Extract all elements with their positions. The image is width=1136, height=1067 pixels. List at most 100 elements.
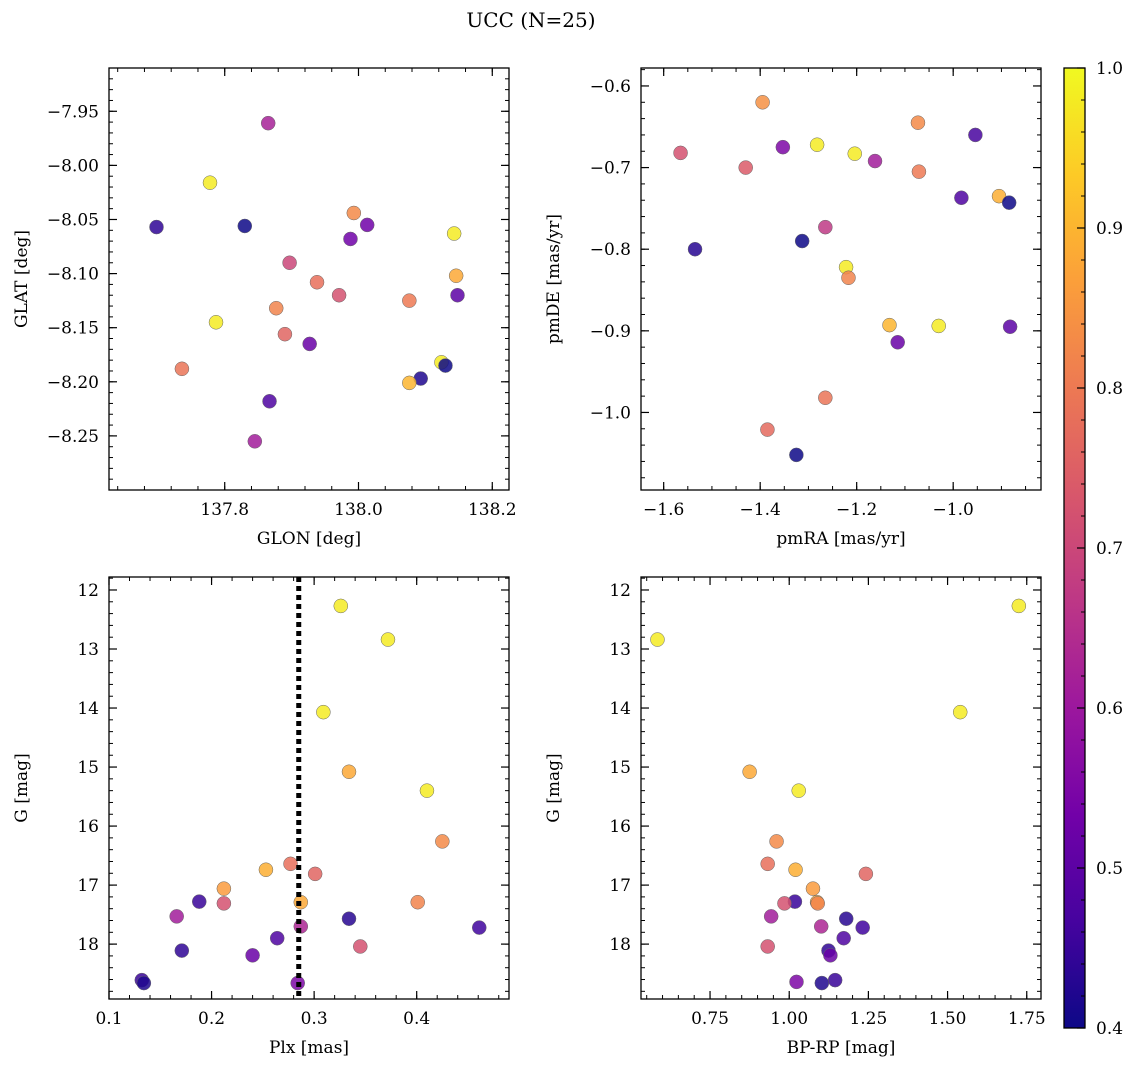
y-tick-label: 13: [77, 640, 99, 660]
y-tick-label: 14: [77, 699, 99, 719]
y-tick-label: 14: [609, 699, 631, 719]
data-point: [202, 175, 218, 190]
panel-p1: 137.8 138.0 138.2 −7.95 −8.00 −8.05 −8.10 −8.15…: [12, 67, 517, 549]
data-point: [841, 270, 856, 286]
axes-frame: [108, 67, 510, 491]
y-tick-label: 17: [77, 876, 99, 896]
x-axis-label: GLON [deg]: [257, 529, 361, 549]
data-point: [910, 115, 926, 130]
data-point: [777, 896, 792, 911]
panel-p4: 0.75 1.00 1.25 1.50 1.75 12 13 14 15 16 17 18 BP-RP …: [544, 576, 1046, 1058]
axes-frame: [640, 576, 1042, 1000]
y-tick-label: −8.20: [47, 373, 99, 393]
x-axis-label: BP-RP [mag]: [787, 1038, 896, 1058]
data-point: [818, 390, 833, 406]
data-point: [814, 975, 830, 991]
data-point: [268, 300, 284, 316]
data-point: [968, 127, 983, 143]
data-point: [302, 336, 317, 352]
scatter-points: [650, 598, 1027, 991]
x-tick-label: 0.3: [301, 1009, 328, 1029]
y-tick-label: −8.15: [47, 319, 99, 339]
y-tick-label: −8.00: [47, 156, 99, 176]
y-tick-label: 12: [609, 581, 631, 601]
data-point: [402, 375, 417, 391]
y-tick-label: −0.8: [590, 240, 631, 260]
data-point: [283, 856, 298, 872]
scatter-points: [134, 598, 487, 991]
colorbar-tick-label: 0.7: [1096, 539, 1123, 559]
data-point: [818, 219, 833, 235]
data-point: [1001, 195, 1017, 210]
data-point: [760, 939, 775, 954]
y-axis-label: GLAT [deg]: [12, 230, 32, 328]
x-tick-label: 1.00: [770, 1009, 808, 1029]
data-point: [174, 361, 190, 377]
data-point: [789, 974, 804, 990]
y-tick-label: −7.95: [47, 102, 99, 122]
y-tick-label: 15: [77, 758, 99, 778]
axes-frame: [108, 576, 510, 1000]
y-tick-label: 13: [609, 640, 631, 660]
y-tick-label: 17: [609, 876, 631, 896]
x-tick-label: 0.4: [403, 1009, 430, 1029]
data-point: [262, 394, 277, 409]
data-point: [954, 190, 969, 206]
data-point: [794, 233, 810, 249]
colorbar-tick-label: 0.8: [1096, 379, 1123, 399]
data-point: [1002, 319, 1018, 335]
data-point: [760, 856, 775, 872]
data-point: [813, 919, 829, 934]
colorbar-tick-label: 0.9: [1096, 219, 1123, 239]
data-point: [216, 896, 232, 911]
x-tick-label: 0.2: [198, 1009, 225, 1029]
data-point: [755, 95, 770, 110]
x-axis-label: Plx [mas]: [269, 1038, 349, 1058]
data-point: [763, 909, 779, 924]
y-tick-label: −1.0: [590, 403, 631, 423]
data-point: [353, 939, 368, 954]
figure-title: UCC (N=25): [466, 8, 595, 32]
panel-p2: −1.6 −1.4 −1.2 −1.0 −0.6 −0.7 −0.8 −0.9 −1.0 pmRA…: [544, 67, 1042, 549]
data-point: [836, 930, 851, 946]
y-tick-label: −8.10: [47, 265, 99, 285]
y-axis-label: G [mag]: [12, 753, 32, 822]
scatter-points: [673, 95, 1018, 463]
y-tick-label: 16: [609, 817, 631, 837]
data-point: [952, 704, 968, 720]
data-point: [343, 231, 358, 247]
y-tick-label: −0.7: [590, 159, 631, 179]
data-point: [791, 783, 806, 798]
data-point: [847, 146, 863, 161]
data-point: [742, 764, 757, 780]
colorbar-tick-label: 0.4: [1096, 1019, 1123, 1039]
data-point: [333, 598, 349, 614]
data-point: [472, 920, 487, 935]
data-point: [760, 422, 775, 437]
data-point: [136, 975, 152, 991]
data-point: [810, 896, 825, 911]
x-tick-label: −1.4: [740, 500, 781, 520]
colorbar-tick-label: 1.0: [1096, 59, 1123, 79]
data-point: [169, 909, 184, 924]
colorbar-tick-label: 0.5: [1096, 859, 1123, 879]
data-point: [435, 834, 450, 849]
data-point: [890, 335, 905, 350]
y-tick-label: 18: [77, 935, 99, 955]
data-point: [931, 318, 946, 334]
scatter-panels: 137.8 138.0 138.2 −7.95 −8.00 −8.05 −8.10 −8.15…: [12, 67, 1046, 1058]
x-axis-label: pmRA [mas/yr]: [776, 529, 905, 549]
data-point: [316, 704, 331, 720]
data-point: [827, 972, 843, 988]
x-tick-label: −1.0: [933, 500, 974, 520]
data-point: [419, 783, 435, 798]
data-point: [911, 164, 927, 179]
data-point: [192, 894, 207, 909]
y-tick-label: −0.9: [590, 322, 631, 342]
x-tick-label: 0.1: [95, 1009, 122, 1029]
data-point: [446, 226, 462, 241]
x-tick-label: 1.25: [849, 1009, 887, 1029]
data-point: [359, 217, 375, 233]
data-point: [855, 920, 870, 935]
